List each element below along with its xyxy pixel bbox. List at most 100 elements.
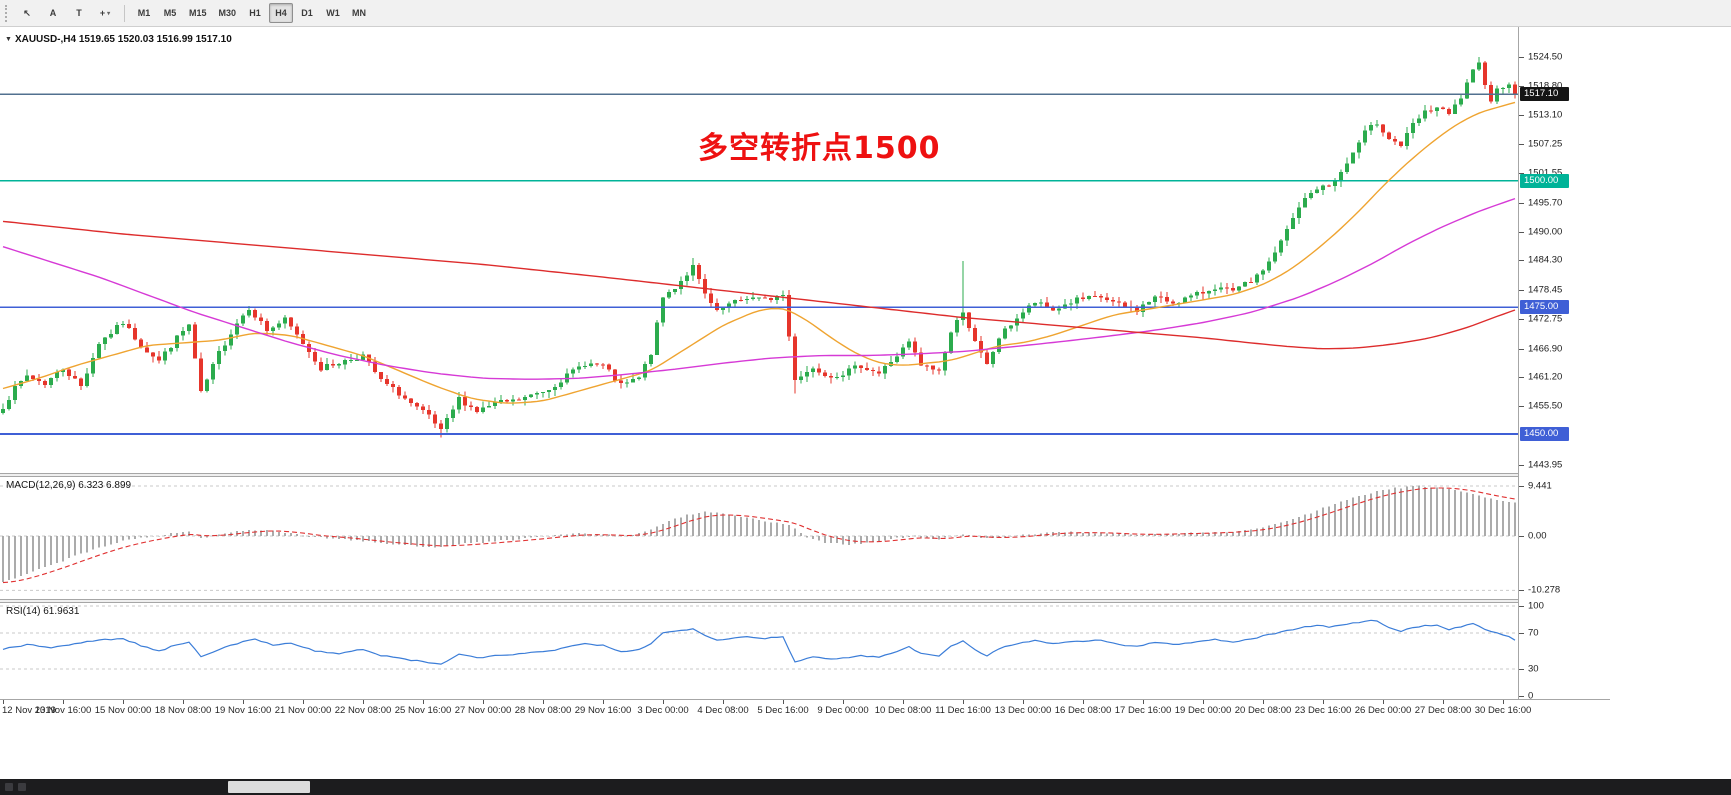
label-tool-button[interactable]: T [67, 3, 91, 23]
symbol-info: ▼ XAUUSD-,H4 1519.65 1520.03 1516.99 151… [5, 34, 232, 45]
time-tick-mark [1023, 700, 1024, 704]
time-label: 19 Nov 16:00 [214, 705, 272, 716]
timeframe-button-h1[interactable]: H1 [243, 3, 268, 23]
time-label: 26 Dec 00:00 [1354, 705, 1412, 716]
time-label: 10 Dec 08:00 [874, 705, 932, 716]
toolbar-grip[interactable] [5, 4, 9, 22]
time-label: 28 Nov 08:00 [514, 705, 572, 716]
price-tick-label: 1507.25 [1528, 138, 1563, 150]
rsi-tick-label: 0 [1528, 690, 1534, 702]
price-tick-label: 1466.90 [1528, 343, 1563, 354]
pointer-tool-button[interactable]: ↖ [15, 3, 39, 23]
text-tool-button[interactable]: A [41, 3, 65, 23]
time-tick-mark [3, 700, 4, 704]
toolbar-separator [124, 4, 125, 22]
rsi-panel[interactable]: RSI(14) 61.9631 [0, 603, 1518, 699]
time-label: 27 Dec 08:00 [1414, 705, 1472, 716]
drawing-tools-group: ↖ A T + ▾ [15, 3, 117, 23]
axis-tick-mark [1519, 290, 1524, 291]
chart-window: ▼ XAUUSD-,H4 1519.65 1520.03 1516.99 151… [0, 27, 1610, 719]
axis-tick-mark [1519, 696, 1524, 697]
axis-tick-mark [1519, 85, 1524, 87]
time-label: 13 Nov 16:00 [34, 705, 92, 716]
timeframe-button-m5[interactable]: M5 [158, 3, 182, 23]
panel-splitter[interactable] [0, 599, 1610, 603]
time-tick-mark [123, 700, 124, 704]
taskbar-app-block[interactable] [228, 781, 310, 793]
candles [1, 56, 1517, 438]
price-tick-label: 1490.00 [1528, 226, 1563, 237]
time-tick-mark [1503, 700, 1504, 704]
ma-fast-line [2, 101, 1516, 404]
macd-panel[interactable]: MACD(12,26,9) 6.323 6.899 [0, 477, 1518, 599]
time-tick-mark [63, 700, 64, 704]
draw-tool-button[interactable]: + ▾ [93, 3, 117, 23]
axis-tick-mark [1519, 377, 1524, 379]
macd-signal-line [2, 487, 1516, 584]
time-tick-mark [363, 700, 364, 704]
time-tick-mark [603, 700, 604, 704]
taskbar [0, 779, 1731, 795]
time-tick-mark [1263, 700, 1264, 704]
time-tick-mark [1083, 700, 1084, 704]
macd-tick-label: 0.00 [1528, 530, 1547, 542]
time-label: 19 Dec 00:00 [1174, 705, 1232, 716]
axis-tick-mark [1519, 114, 1524, 116]
time-tick-mark [183, 700, 184, 704]
toolbar: ↖ A T + ▾ M1 M5 M15 M30 H1 H4 D1 W1 MN [0, 0, 1731, 27]
time-label: 20 Dec 08:00 [1234, 705, 1292, 716]
timeframe-button-mn[interactable]: MN [347, 3, 372, 23]
axis-tick-mark [1519, 318, 1524, 320]
macd-histogram [2, 485, 1516, 582]
time-label: 25 Nov 16:00 [394, 705, 452, 716]
chart-annotation: 多空转折点1500 [698, 131, 941, 166]
time-label: 29 Nov 16:00 [574, 705, 632, 716]
main-chart-panel[interactable]: ▼ XAUUSD-,H4 1519.65 1520.03 1516.99 151… [0, 29, 1518, 473]
price-tick-label: 1501.55 [1528, 168, 1562, 179]
time-tick-mark [903, 700, 904, 704]
time-tick-mark [1323, 700, 1324, 704]
time-axis[interactable]: 12 Nov 2019 13 Nov 16:00 15 Nov 00:00 18 No… [0, 699, 1610, 719]
time-label: 3 Dec 00:00 [637, 705, 689, 716]
macd-tick-label: 9.441 [1528, 480, 1552, 492]
macd-tick-label: -10.278 [1528, 584, 1561, 596]
time-label: 16 Dec 08:00 [1054, 705, 1112, 716]
timeframe-button-h4[interactable]: H4 [269, 3, 294, 23]
current-price-badge: 1517.10 [1520, 87, 1569, 102]
rsi-tick-label: 70 [1528, 627, 1539, 639]
time-label: 30 Dec 16:00 [1474, 705, 1532, 716]
time-label: 12 Nov 2019 [2, 705, 56, 716]
axis-tick-mark [1519, 536, 1524, 537]
timeframe-button-w1[interactable]: W1 [321, 3, 346, 23]
time-tick-mark [723, 700, 724, 704]
time-tick-mark [783, 700, 784, 704]
taskbar-icon[interactable] [5, 783, 13, 791]
rsi-tick-label: 30 [1528, 663, 1539, 675]
axis-tick-mark [1519, 231, 1524, 233]
rsi-chart [0, 605, 1518, 670]
time-label: 27 Nov 00:00 [454, 705, 512, 716]
price-tick-label: 1513.10 [1528, 109, 1563, 121]
price-level-badge: 1450.00 [1520, 427, 1569, 441]
dropdown-caret-icon[interactable]: ▼ [5, 36, 12, 43]
timeframe-button-m15[interactable]: M15 [184, 3, 212, 23]
time-label: 22 Nov 08:00 [334, 705, 392, 716]
axis-tick-mark [1519, 669, 1524, 670]
taskbar-icon[interactable] [18, 783, 26, 791]
price-axis[interactable]: 1524.50 1518.80 1513.10 1507.25 1501.55 1495.… [1518, 27, 1610, 702]
time-label: 13 Dec 00:00 [994, 705, 1052, 716]
time-tick-mark [303, 700, 304, 704]
axis-tick-mark [1519, 464, 1524, 466]
time-label: 15 Nov 00:00 [94, 705, 152, 716]
timeframe-button-m1[interactable]: M1 [132, 3, 156, 23]
price-tick-label: 1461.20 [1528, 371, 1563, 383]
price-tick-label: 1472.75 [1528, 313, 1563, 325]
timeframe-button-d1[interactable]: D1 [295, 3, 320, 23]
price-tick-label: 1443.95 [1528, 459, 1563, 471]
timeframe-button-m30[interactable]: M30 [213, 3, 242, 23]
time-label: 18 Nov 08:00 [154, 705, 212, 716]
axis-tick-mark [1519, 260, 1524, 262]
panel-splitter[interactable] [0, 473, 1610, 477]
candlestick-chart[interactable] [0, 29, 1518, 473]
